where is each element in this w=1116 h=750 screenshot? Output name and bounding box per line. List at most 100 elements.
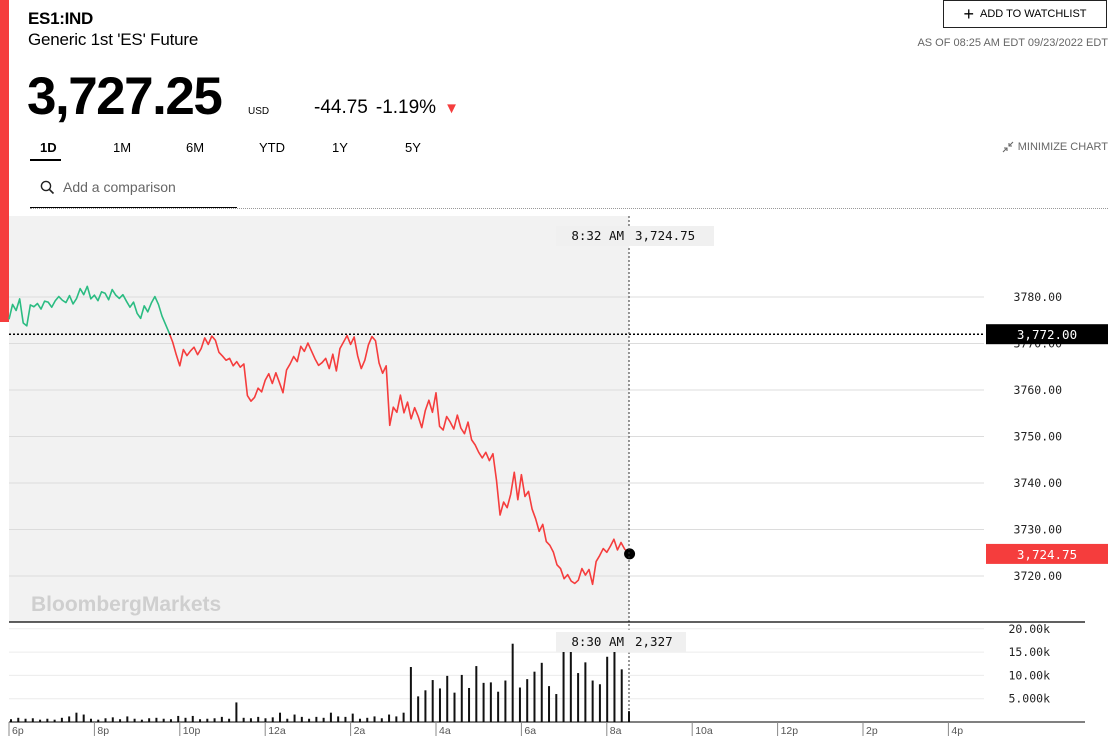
last-price-label: 3,724.75 xyxy=(1017,547,1077,562)
volume-tick-label: 10.00k xyxy=(1008,668,1050,682)
tab-1m[interactable]: 1M xyxy=(103,140,176,162)
tab-ytd[interactable]: YTD xyxy=(249,140,322,162)
x-tick-label: 8a xyxy=(610,725,622,737)
tab-6m[interactable]: 6M xyxy=(176,140,249,162)
volume-bar xyxy=(482,682,485,722)
volume-bar xyxy=(75,712,78,722)
volume-bar xyxy=(460,674,463,722)
y-tick-label: 3740.00 xyxy=(1014,476,1063,490)
last-price: 3,727.25 xyxy=(27,67,223,126)
volume-bar xyxy=(438,688,441,722)
volume-bar xyxy=(417,696,420,722)
tab-label: 1D xyxy=(30,140,61,161)
volume-bar xyxy=(264,718,267,722)
volume-bar xyxy=(68,716,71,722)
volume-bar xyxy=(569,645,572,722)
volume-bar xyxy=(337,716,340,722)
volume-bar xyxy=(562,640,565,722)
volume-bar xyxy=(97,719,100,722)
tab-label: 5Y xyxy=(405,140,421,155)
volume-bar xyxy=(489,682,492,722)
volume-bar xyxy=(366,717,369,722)
y-tick-label: 3780.00 xyxy=(1014,290,1063,304)
minimize-label: MINIMIZE CHART xyxy=(1017,141,1108,153)
tab-1d[interactable]: 1D xyxy=(30,140,103,162)
volume-bar xyxy=(475,666,478,722)
volume-readout-bg xyxy=(556,632,686,652)
volume-bar xyxy=(620,669,623,722)
change-percent: -1.19% xyxy=(375,97,437,118)
volume-bar xyxy=(577,673,580,722)
x-tick-label: 8p xyxy=(97,725,109,737)
volume-bar xyxy=(279,712,282,722)
last-price-dot xyxy=(624,548,636,560)
crosshair-time: 8:32 AM xyxy=(571,228,624,243)
volume-bar xyxy=(104,718,107,722)
future-area xyxy=(629,216,984,622)
add-to-watchlist-button[interactable]: + ADD TO WATCHLIST xyxy=(943,0,1107,28)
volume-bar xyxy=(228,718,231,722)
volume-bar xyxy=(453,692,456,722)
tab-5y[interactable]: 5Y xyxy=(395,140,468,162)
volume-bar xyxy=(46,718,49,722)
x-tick-label: 10p xyxy=(183,725,201,737)
volume-bar xyxy=(242,717,245,722)
x-tick-label: 6p xyxy=(12,725,24,737)
volume-bar xyxy=(555,694,558,722)
volume-bar xyxy=(257,716,260,722)
volume-bar xyxy=(468,687,471,722)
volume-bar xyxy=(206,718,209,722)
comparison-search xyxy=(30,175,237,208)
ticker-symbol: ES1:IND xyxy=(28,9,93,28)
volume-bar xyxy=(584,662,587,722)
x-tick-label: 4a xyxy=(439,725,451,737)
as-of-timestamp: AS OF 08:25 AM EDT 09/23/2022 EDT xyxy=(917,37,1108,49)
x-tick-label: 12p xyxy=(781,725,799,737)
volume-bar xyxy=(308,718,311,722)
previous-close-badge xyxy=(986,324,1108,345)
volume-bar xyxy=(286,718,289,722)
volume-bar xyxy=(613,646,616,722)
price-line-up xyxy=(8,285,171,335)
tab-1y[interactable]: 1Y xyxy=(322,140,395,162)
change-value: -44.75 xyxy=(314,97,368,118)
volume-bar xyxy=(344,716,347,722)
x-tick-label: 6a xyxy=(524,725,536,737)
period-tabs: 1D 1M 6M YTD 1Y 5Y xyxy=(30,140,468,162)
divider xyxy=(30,208,1108,209)
accent-bar xyxy=(0,0,9,322)
volume-bar xyxy=(53,719,56,722)
volume-bar xyxy=(148,718,151,722)
volume-bar xyxy=(119,719,122,722)
volume-bar xyxy=(388,714,391,722)
volume-bar xyxy=(598,684,601,722)
volume-bar xyxy=(249,718,252,722)
volume-bar xyxy=(220,716,223,722)
volume-bar xyxy=(351,713,354,722)
y-tick-label: 3750.00 xyxy=(1014,430,1063,444)
volume-bar xyxy=(446,675,449,722)
minimize-chart-button[interactable]: MINIMIZE CHART xyxy=(1002,141,1108,153)
volume-bar xyxy=(518,687,521,722)
volume-tick-label: 15.00k xyxy=(1008,645,1050,659)
volume-bar xyxy=(213,718,216,722)
comparison-input[interactable] xyxy=(63,179,233,195)
volume-bar xyxy=(329,712,332,722)
volume-crosshair-time: 8:30 AM xyxy=(571,634,624,649)
volume-bar xyxy=(628,711,630,722)
y-tick-label: 3730.00 xyxy=(1014,523,1063,537)
search-icon xyxy=(40,180,55,194)
price-chart[interactable]: 3720.003730.003740.003750.003760.003770.… xyxy=(0,210,1116,750)
volume-bar xyxy=(380,718,383,722)
volume-bar xyxy=(191,715,194,722)
price-change: -44.75 -1.19% ▼ xyxy=(314,97,459,119)
volume-bar xyxy=(184,717,187,722)
volume-bar xyxy=(10,719,12,722)
volume-bar xyxy=(431,680,434,722)
security-name: Generic 1st 'ES' Future xyxy=(28,30,199,49)
volume-bar xyxy=(322,717,325,722)
watermark: BloombergMarkets xyxy=(31,593,221,616)
tab-label: 1M xyxy=(113,140,132,155)
volume-bar xyxy=(591,680,594,722)
volume-bar xyxy=(395,716,398,722)
